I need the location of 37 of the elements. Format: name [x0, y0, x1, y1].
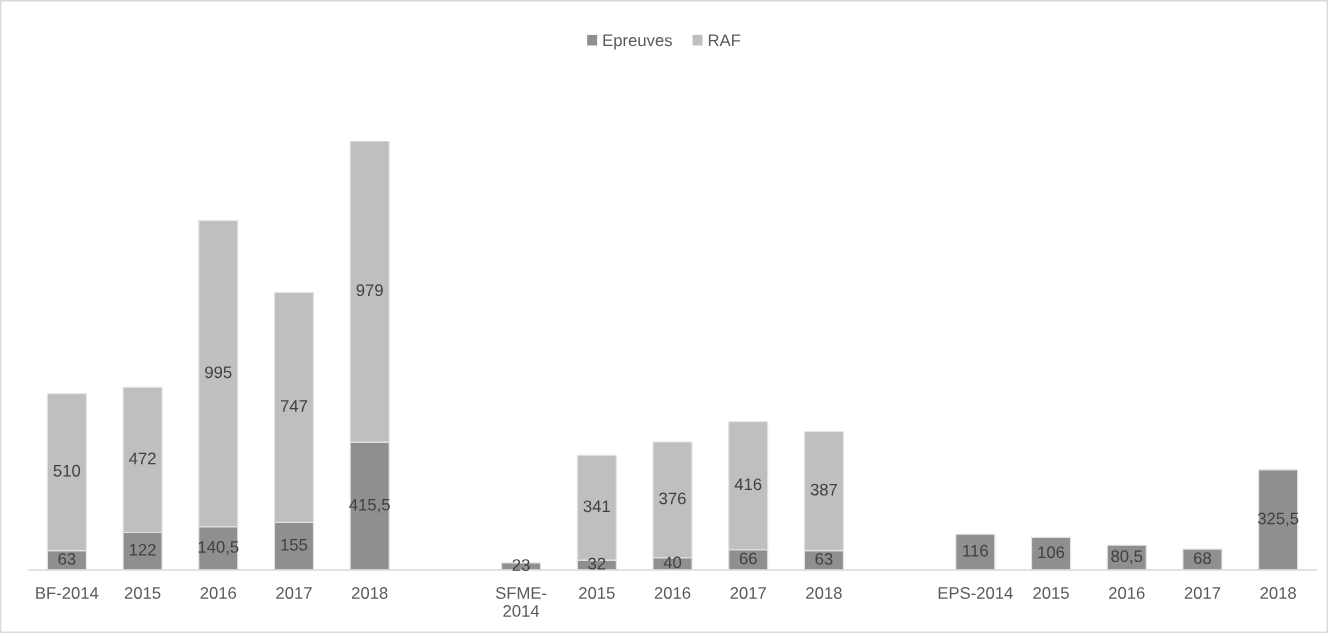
- x-tick-label: 2015: [124, 587, 161, 599]
- data-label: 376: [659, 492, 686, 505]
- data-label: 40: [663, 556, 682, 569]
- data-label: 472: [129, 452, 156, 465]
- x-tick-label: EPS-2014: [938, 587, 1013, 599]
- x-tick-label: 2017: [730, 587, 766, 599]
- legend-label: RAF: [708, 34, 741, 47]
- x-tick-label: 2018: [351, 587, 388, 599]
- x-tick-label: SFME- 2014: [495, 587, 547, 617]
- data-label: 979: [356, 284, 383, 297]
- data-label: 510: [53, 464, 81, 477]
- data-label: 68: [1194, 552, 1211, 565]
- data-label: 32: [588, 557, 606, 570]
- data-label: 66: [739, 552, 757, 565]
- data-label: 155: [281, 539, 308, 551]
- data-label: 416: [734, 478, 762, 491]
- x-tick-label: 2017: [276, 587, 312, 599]
- legend-label: Epreuves: [603, 34, 672, 50]
- data-label: 63: [815, 552, 833, 565]
- data-label: 80,5: [1111, 550, 1143, 565]
- data-label: 747: [280, 400, 308, 412]
- data-label: 995: [205, 366, 232, 379]
- data-label: 341: [583, 500, 610, 513]
- x-tick-label: BF-2014: [36, 587, 99, 599]
- data-label: 387: [810, 483, 837, 496]
- x-tick-label: 2015: [579, 587, 615, 599]
- x-tick-label: 2017: [1184, 587, 1221, 599]
- x-tick-label: 2018: [806, 587, 842, 599]
- data-label: 106: [1038, 546, 1065, 559]
- x-tick-label: 2018: [1260, 587, 1296, 599]
- x-tick-label: 2016: [1109, 587, 1145, 599]
- data-label: 63: [58, 552, 76, 565]
- x-tick-label: 2016: [654, 587, 691, 599]
- data-label: 116: [963, 544, 988, 557]
- data-label: 122: [129, 543, 156, 556]
- x-tick-label: 2015: [1033, 587, 1069, 599]
- x-tick-label: 2016: [200, 587, 237, 599]
